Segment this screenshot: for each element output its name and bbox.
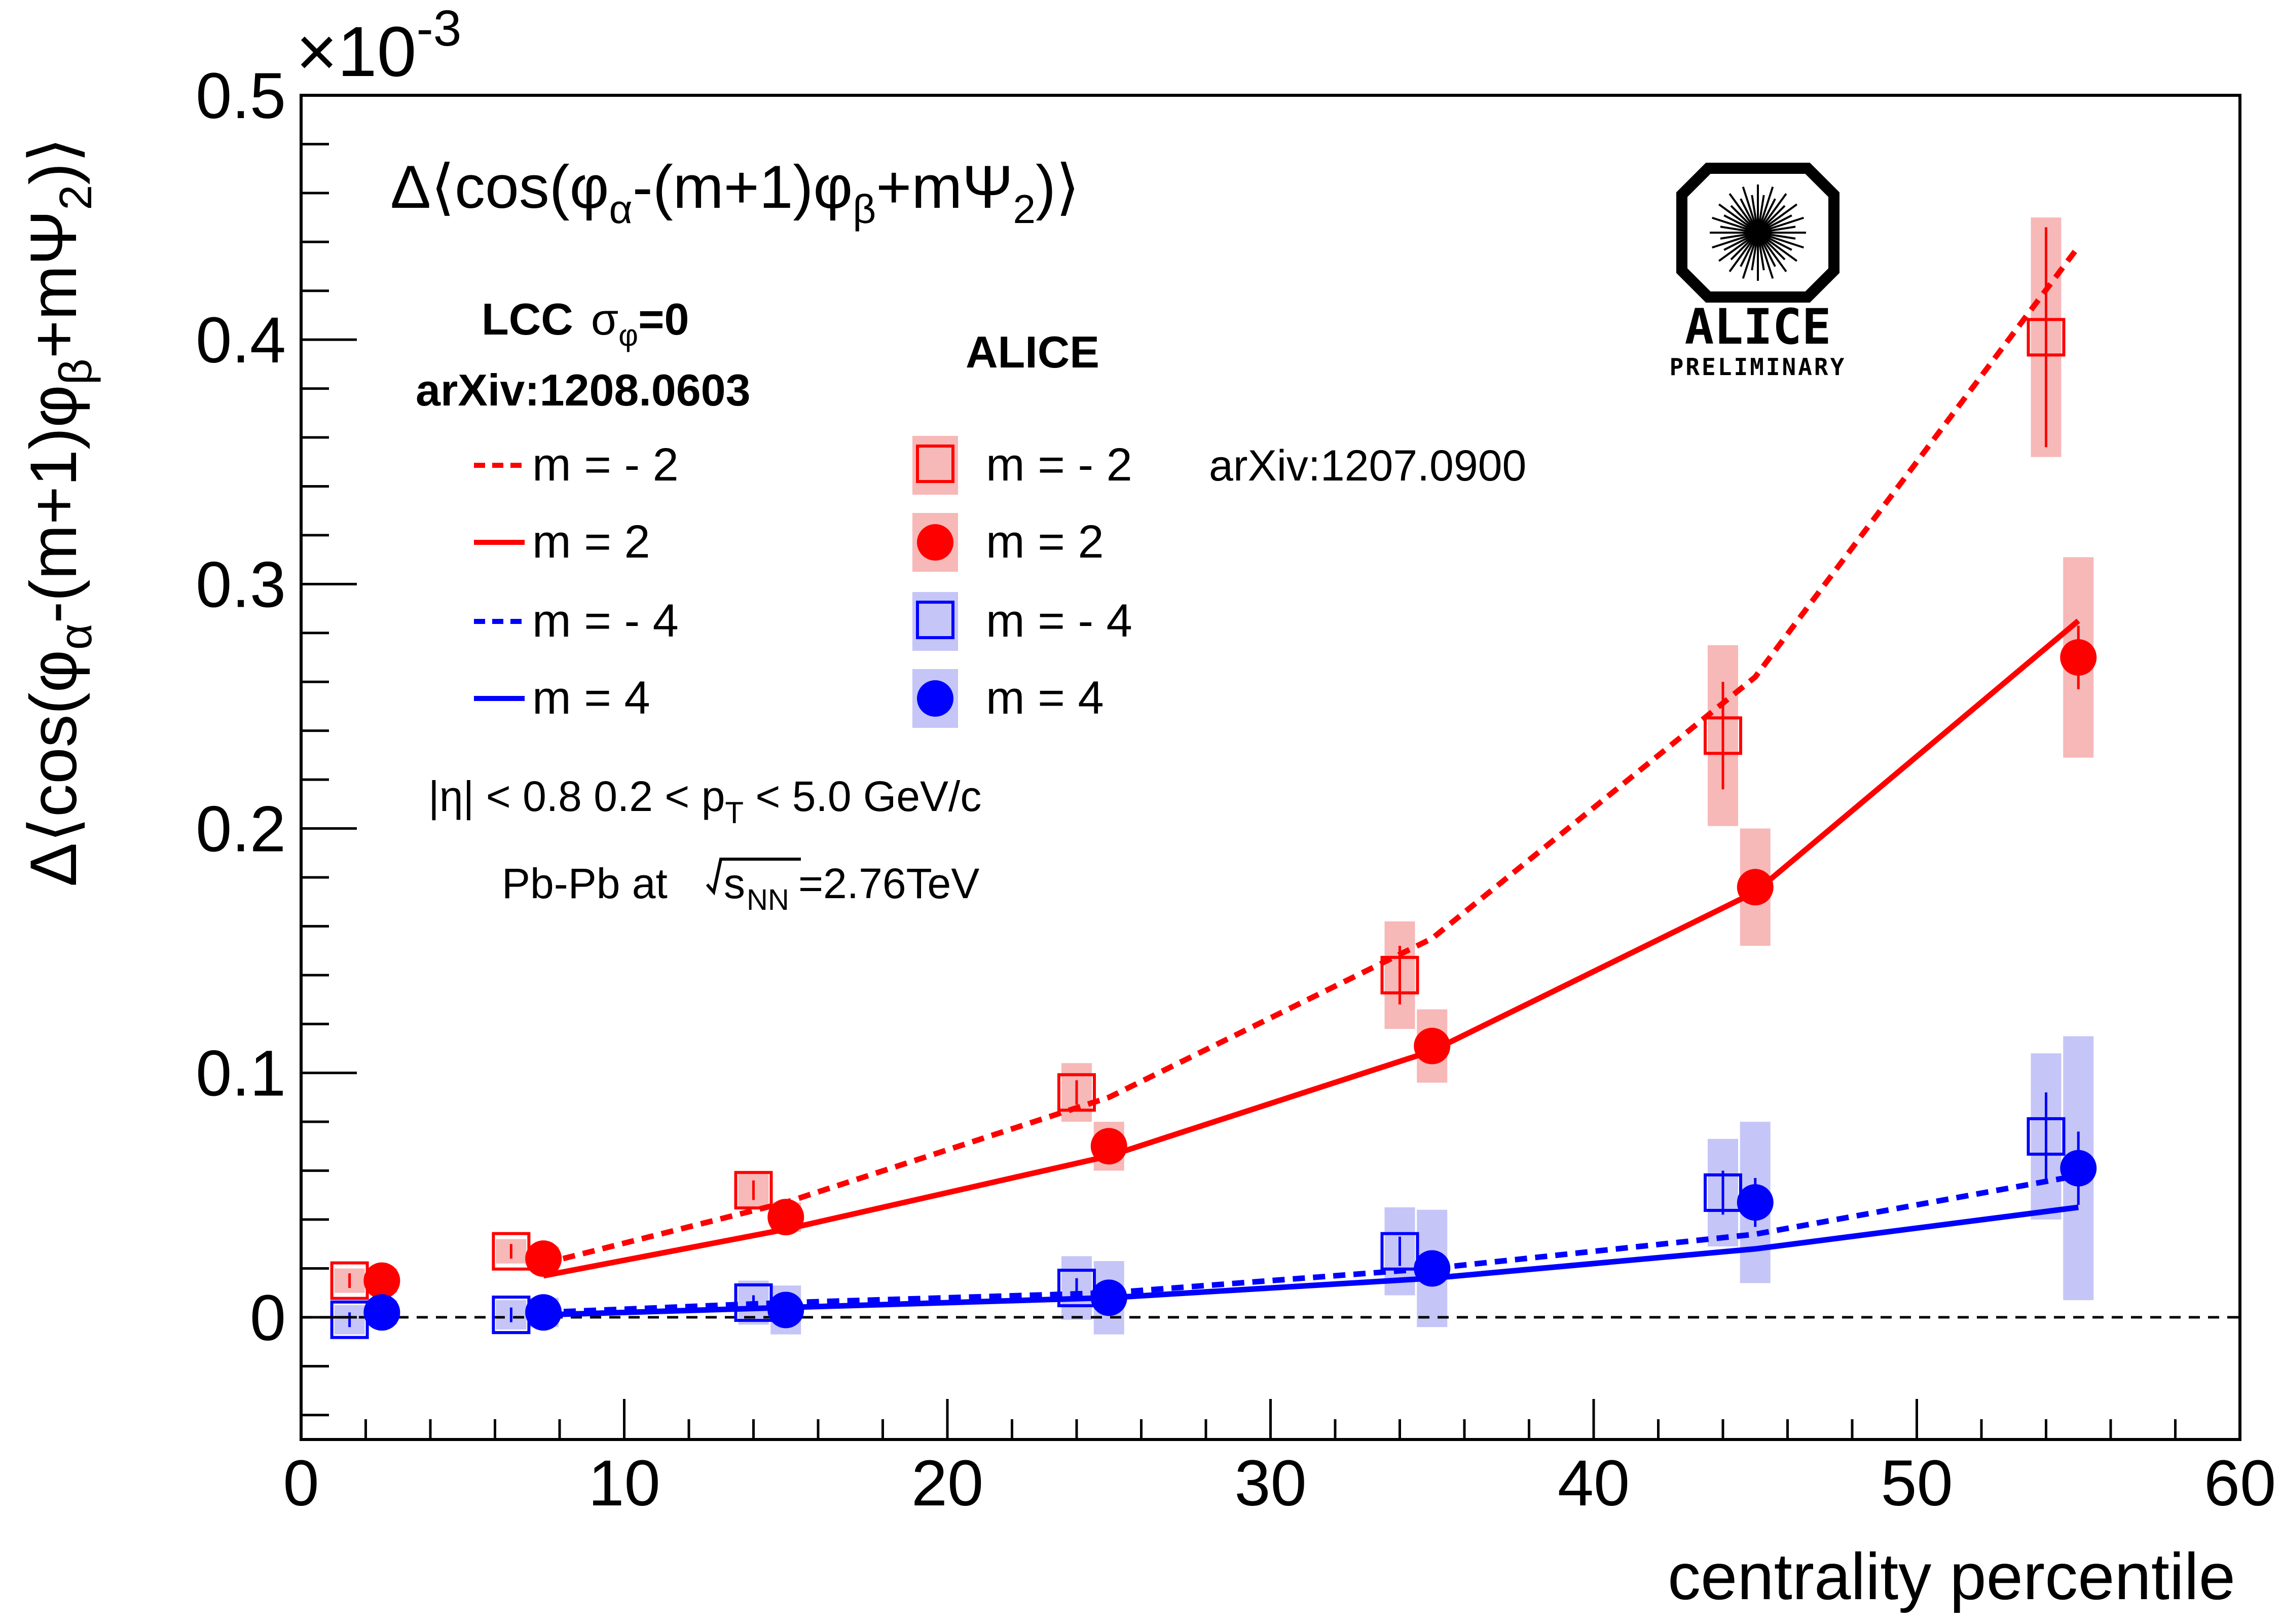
legend-model-label-m-minus2: m = - 2 — [532, 439, 679, 491]
logo-ray — [1718, 203, 1759, 234]
data-point-circle-3-6 — [2060, 1150, 2097, 1187]
data-header: ALICE — [966, 327, 1099, 377]
data-reference: arXiv:1207.0900 — [1209, 441, 1526, 490]
logo-ray — [1757, 187, 1774, 233]
legend-model-label-m4: m = 4 — [532, 672, 650, 724]
legend-model-label-m-minus4: m = - 4 — [532, 595, 679, 647]
data-point-circle-3-2 — [767, 1291, 804, 1328]
data-point-square-0-3 — [1057, 1073, 1096, 1112]
kinematics-label: |η| < 0.8 0.2 < pT < 5.0 GeV/c — [428, 772, 981, 830]
logo-ray — [1757, 232, 1798, 262]
model-curves — [542, 245, 2081, 1318]
axis-ticks: 0 10 20 30 40 50 60 0 0.1 0.2 0.3 0.4 0.5 — [196, 60, 2276, 1520]
data-point-circle-1-0 — [363, 1262, 400, 1299]
model-curve-3 — [543, 1204, 2079, 1318]
alice-logo-starburst — [1710, 184, 1806, 281]
logo-ray — [1757, 193, 1787, 234]
legend-data: m = - 2 m = 2 m = - 4 m = 4 — [912, 436, 1132, 728]
logo-ray — [1742, 232, 1759, 279]
legend-data-label-m4: m = 4 — [986, 672, 1104, 724]
data-point-square-0-2 — [734, 1171, 773, 1210]
data-point-circle-3-5 — [1737, 1184, 1774, 1221]
y-tick-label-0.5: 0.5 — [196, 60, 286, 132]
x-tick-label-50: 50 — [1881, 1447, 1953, 1520]
data-point-circle-3-4 — [1414, 1250, 1451, 1287]
data-point-circle-1-6 — [2060, 639, 2097, 676]
logo-ray — [1757, 203, 1798, 234]
y-tick-label-0: 0 — [250, 1282, 286, 1354]
data-point-circle-3-1 — [525, 1294, 562, 1331]
logo-ray — [1757, 216, 1804, 234]
y-axis-title: Δ⟨cos(φα-(m+1)φβ+mΨ2)⟩ — [16, 137, 101, 887]
plot-title: Δ⟨cos(φα-(m+1)φβ+mΨ2)⟩ — [390, 153, 1080, 232]
system-s-sub: NN — [747, 883, 789, 916]
sqrt-sign — [706, 858, 801, 896]
legend-model-label-m2: m = 2 — [532, 516, 650, 568]
data-point-circle-1-4 — [1414, 1027, 1451, 1064]
x-tick-label-60: 60 — [2204, 1447, 2276, 1520]
logo-ray — [1757, 226, 1796, 234]
legend-data-label-m2: m = 2 — [986, 516, 1104, 568]
logo-ray — [1757, 232, 1787, 273]
y-tick-label-0.4: 0.4 — [196, 304, 286, 377]
data-point-circle-3-3 — [1090, 1279, 1127, 1316]
legend-data-marker-m2 — [917, 524, 953, 561]
x-axis-title: centrality percentile — [1668, 1539, 2235, 1613]
system-lead: Pb-Pb at — [502, 860, 668, 907]
data-point-square-0-6 — [2027, 318, 2066, 357]
legend-data-marker-m4 — [917, 680, 953, 717]
logo-ray — [1742, 187, 1759, 233]
data-point-square-0-4 — [1380, 955, 1419, 994]
logo-ray — [1728, 232, 1759, 273]
x-tick-label-20: 20 — [911, 1447, 983, 1520]
x-tick-label-40: 40 — [1558, 1447, 1630, 1520]
data-point-circle-1-5 — [1737, 869, 1774, 906]
system-s: s — [724, 860, 745, 907]
data-point-circle-1-2 — [767, 1199, 804, 1236]
data-point-square-0-5 — [1704, 716, 1742, 755]
data-point-square-2-4 — [1380, 1232, 1419, 1271]
x-tick-label-10: 10 — [588, 1447, 660, 1520]
legend-data-marker-m-minus2 — [916, 445, 954, 483]
logo-ray — [1712, 232, 1758, 249]
data-point-circle-1-3 — [1090, 1128, 1127, 1165]
x-tick-label-30: 30 — [1234, 1447, 1306, 1520]
system-label: Pb-Pb at s NN =2.76TeV — [502, 858, 979, 916]
model-curve-0 — [542, 245, 2081, 1267]
data-point-square-2-6 — [2027, 1117, 2066, 1156]
system-energy: =2.76TeV — [798, 860, 979, 907]
alice-logo-octagon — [1676, 163, 1839, 303]
alice-logo-name: ALICE — [1685, 299, 1831, 355]
model-curve-1 — [543, 618, 2080, 1279]
logo-ray — [1757, 232, 1804, 249]
legend-data-label-m-minus4: m = - 4 — [986, 595, 1132, 647]
data-point-circle-3-0 — [363, 1294, 400, 1331]
data-point-circle-1-1 — [525, 1240, 562, 1277]
logo-ray — [1728, 193, 1759, 234]
model-reference: arXiv:1208.0603 — [416, 365, 751, 415]
x-tick-label-0: 0 — [283, 1447, 319, 1520]
legend-model: m = - 2 m = 2 m = - 4 m = 4 — [474, 439, 679, 724]
alice-logo-tag: PRELIMINARY — [1670, 353, 1847, 381]
logo-ray — [1718, 232, 1759, 262]
alice-logo: ALICE PRELIMINARY — [1670, 163, 1847, 381]
logo-ray — [1712, 216, 1758, 234]
logo-ray — [1757, 232, 1774, 279]
y-tick-label-0.2: 0.2 — [196, 793, 286, 866]
legend-data-marker-m-minus4 — [916, 601, 954, 639]
y-exponent-label: ×10-3 — [296, 0, 461, 91]
data-points — [330, 227, 2097, 1339]
y-tick-label-0.3: 0.3 — [196, 548, 286, 621]
y-tick-label-0.1: 0.1 — [196, 1038, 286, 1110]
model-header: LCC σφ=0 — [482, 294, 689, 352]
legend-data-label-m-minus2: m = - 2 — [986, 439, 1132, 491]
